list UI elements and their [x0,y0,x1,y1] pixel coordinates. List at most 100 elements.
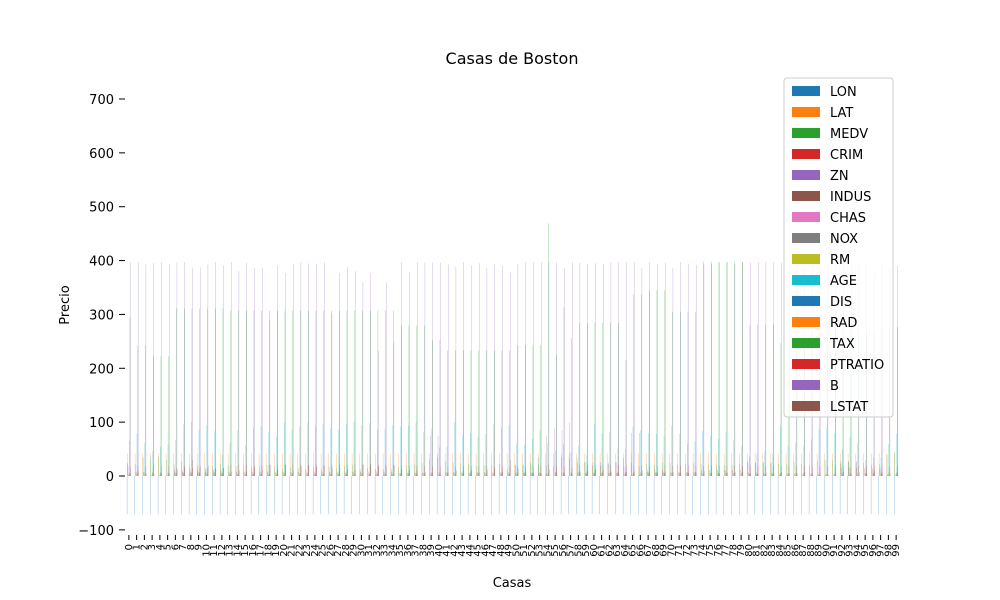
x-tick-label: 6 [170,544,181,550]
legend-label: CHAS [830,211,866,226]
x-tick-label: 8 [186,544,197,550]
legend-swatch [792,170,820,180]
legend-swatch [792,107,820,117]
y-tick-label: 500 [89,201,114,216]
x-tick-label: 61 [597,544,608,557]
x-tick-label: 57 [566,544,577,557]
legend-swatch [792,254,820,264]
x-tick-label: 9 [194,544,205,550]
x-tick-label: 84 [775,544,786,557]
y-axis: −100 0 100 200 300 400 500 600 700 [78,93,125,539]
x-tick-label: 35 [395,544,406,557]
x-tick-label: 18 [263,544,274,557]
x-tick-label: 16 [248,544,259,557]
x-tick-label: 2 [139,544,150,550]
x-tick-label: 68 [651,544,662,557]
x-tick-label: 44 [465,544,476,557]
x-tick-label: 90 [821,544,832,557]
x-tick-label: 40 [434,544,445,557]
x-tick-label: 76 [713,544,724,557]
x-tick-label: 62 [604,544,615,557]
x-tick-label: 88 [806,544,817,557]
x-tick-label: 15 [240,544,251,557]
legend-label: TAX [829,337,855,352]
x-tick-label: 81 [752,544,763,557]
x-tick-label: 39 [426,544,437,557]
y-tick-label: 400 [89,255,114,270]
legend-swatch [792,149,820,159]
x-tick-label: 21 [287,544,298,557]
x-tick-label: 1 [132,544,143,550]
legend-label: B [830,379,839,394]
x-tick-label: 5 [163,544,174,550]
x-tick-label: 0 [124,544,135,550]
series-medv [127,452,895,476]
x-tick-label: 32 [372,544,383,557]
x-tick-label: 97 [876,544,887,557]
x-tick-label: 50 [511,544,522,557]
legend-label: RM [830,253,850,268]
x-tick-label: 28 [341,544,352,557]
y-tick-label: 100 [89,416,114,431]
x-tick-label: 91 [829,544,840,557]
x-tick-label: 80 [744,544,755,557]
x-tick-label: 19 [271,544,282,557]
x-tick-label: 65 [628,544,639,557]
x-tick-label: 36 [403,544,414,557]
x-tick-label: 45 [473,544,484,557]
x-tick-label: 94 [852,544,863,557]
legend-label: INDUS [830,190,871,205]
legend-swatch [792,359,820,369]
legend: LON LAT MEDV CRIM ZN INDUS CHAS NOX RM AGE DIS RAD T… [783,77,894,418]
x-axis-label: Casas [493,576,532,591]
plot-area [126,223,899,515]
x-tick-label: 14 [232,544,243,557]
series-rad [129,471,898,476]
x-tick-label: 59 [581,544,592,557]
legend-label: AGE [830,274,857,289]
x-tick-label: 38 [418,544,429,557]
x-tick-label: 58 [573,544,584,557]
x-tick-label: 71 [674,544,685,557]
legend-label: PTRATIO [830,358,884,373]
x-tick-label: 55 [550,544,561,557]
x-tick-label: 11 [209,544,220,557]
x-tick-label: 79 [736,544,747,557]
series-nox [128,475,393,476]
x-tick-label: 83 [767,544,778,557]
x-tick-label: 66 [635,544,646,557]
x-tick-label: 34 [387,544,398,557]
x-tick-label: 3 [147,544,158,550]
x-tick-label: 86 [790,544,801,557]
x-tick-label: 54 [542,544,553,557]
legend-swatch [792,317,820,327]
x-axis: 0123456789101112131415161718192021222324… [124,535,902,557]
x-tick-label: 78 [728,544,739,557]
legend-swatch [792,380,820,390]
x-tick-label: 49 [504,544,515,557]
series-rm [128,471,897,476]
legend-swatch [792,191,820,201]
y-axis-label: Precio [58,285,73,324]
x-tick-label: 46 [480,544,491,557]
x-tick-label: 82 [759,544,770,557]
x-tick-label: 72 [682,544,693,557]
series-zn [127,422,857,476]
x-tick-label: 26 [325,544,336,557]
legend-label: LSTAT [830,400,868,415]
x-tick-label: 60 [589,544,600,557]
x-tick-label: 73 [690,544,701,557]
y-tick-label: 700 [89,93,114,108]
legend-label: MEDV [830,127,868,142]
x-tick-label: 75 [705,544,716,557]
x-tick-label: 42 [449,544,460,557]
legend-label: NOX [830,232,858,247]
x-tick-label: 63 [612,544,623,557]
y-tick-label: 300 [89,308,114,323]
legend-swatch [792,296,820,306]
legend-swatch [792,86,820,96]
x-tick-label: 74 [697,544,708,557]
legend-swatch [792,212,820,222]
x-tick-label: 53 [535,544,546,557]
